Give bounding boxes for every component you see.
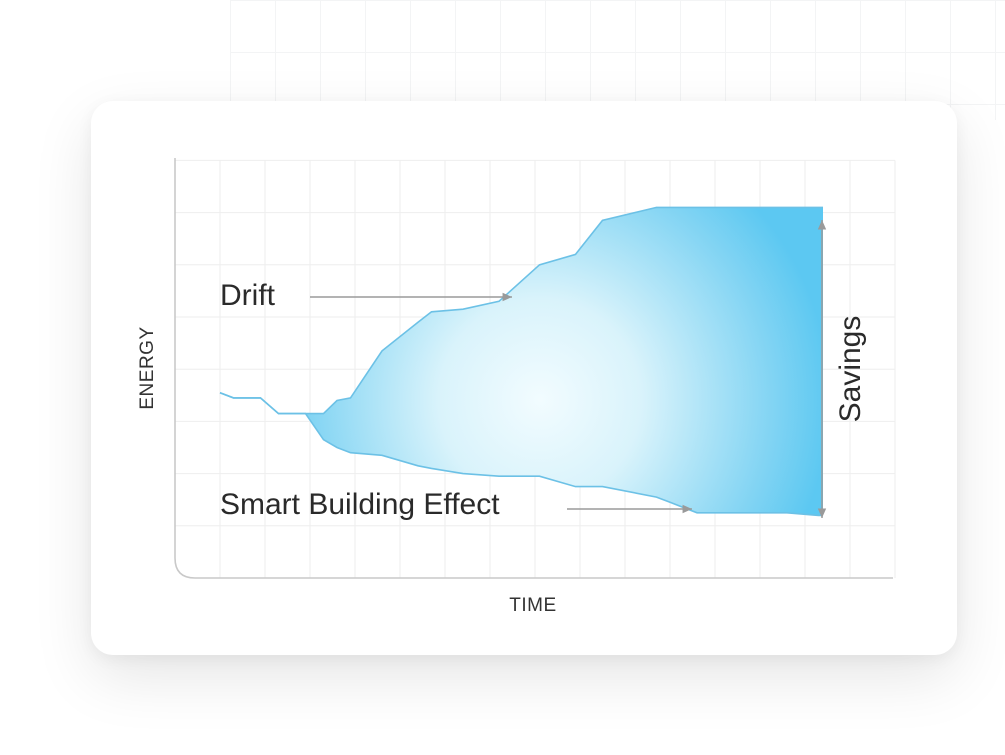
- savings-label: Savings: [834, 316, 867, 423]
- x-axis-label: TIME: [509, 595, 556, 616]
- smart-building-effect-label: Smart Building Effect: [220, 488, 500, 521]
- savings-area: [220, 207, 823, 516]
- y-axis-label: ENERGY: [137, 326, 158, 409]
- series-line-lower: [219, 391, 823, 517]
- axis-lines: [174, 158, 893, 579]
- drift-label: Drift: [220, 279, 276, 312]
- background-grid: [230, 0, 1005, 120]
